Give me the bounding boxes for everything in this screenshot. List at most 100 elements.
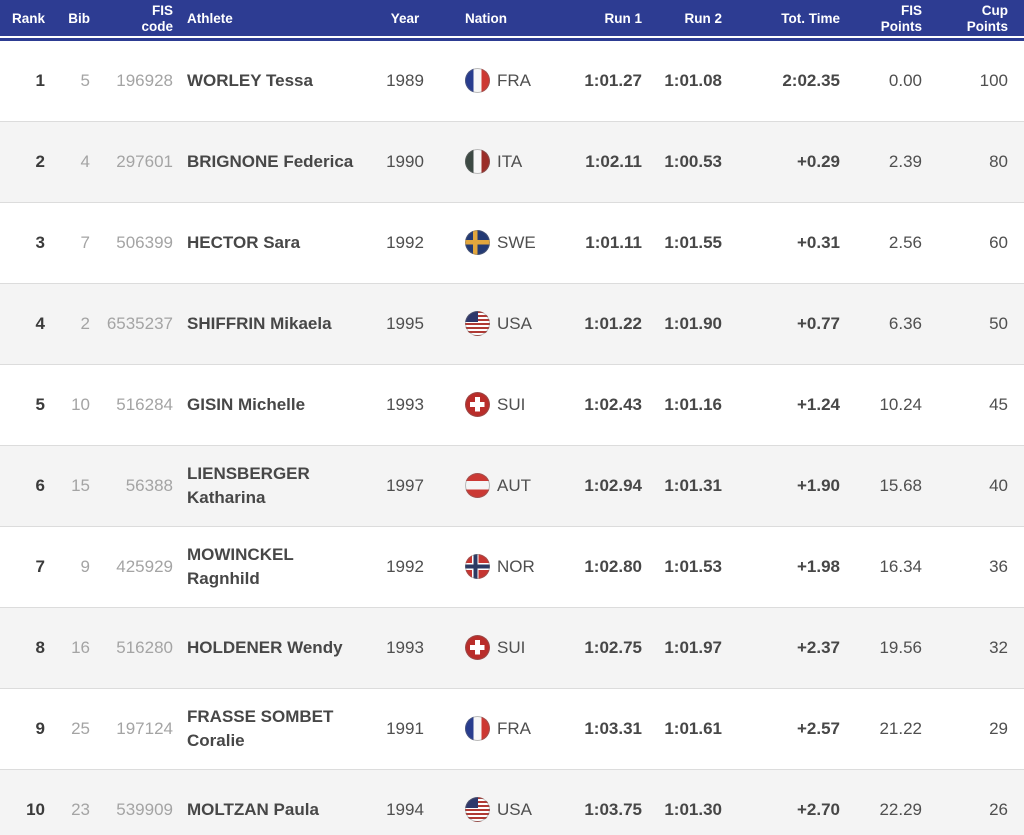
run2-time: 1:01.16 bbox=[648, 364, 728, 446]
rank-value: 8 bbox=[0, 607, 48, 689]
column-header-year: Year bbox=[378, 0, 432, 41]
nation-code: USA bbox=[497, 313, 532, 333]
rank-value: 5 bbox=[0, 364, 48, 446]
nation-cell: NOR bbox=[432, 526, 543, 608]
nation-cell: USA bbox=[432, 769, 543, 835]
fis-code-value: 56388 bbox=[92, 445, 178, 527]
rank-value: 6 bbox=[0, 445, 48, 527]
column-header-run1: Run 1 bbox=[543, 0, 648, 41]
athlete-name[interactable]: BRIGNONE Federica bbox=[178, 121, 378, 203]
table-row[interactable]: 3 7 506399 HECTOR Sara 1992 SWE 1:01.11 … bbox=[0, 202, 1024, 284]
run2-time: 1:01.08 bbox=[664, 71, 722, 90]
fis-points-value: 16.34 bbox=[848, 526, 930, 608]
table-row[interactable]: 2 4 297601 BRIGNONE Federica 1990 ITA 1:… bbox=[0, 121, 1024, 203]
cup-points-value: 26 bbox=[930, 769, 1024, 835]
nation-flag-icon bbox=[465, 634, 490, 660]
table-row[interactable]: 5 10 516284 GISIN Michelle 1993 SUI 1:02… bbox=[0, 364, 1024, 446]
nation-cell: SUI bbox=[432, 607, 543, 689]
athlete-name[interactable]: SHIFFRIN Mikaela bbox=[178, 283, 378, 365]
table-row[interactable]: 10 23 539909 MOLTZAN Paula 1994 USA 1:03… bbox=[0, 769, 1024, 835]
total-time: +1.90 bbox=[728, 445, 848, 527]
fis-code-value: 297601 bbox=[92, 121, 178, 203]
run2-time: 1:01.30 bbox=[648, 769, 728, 835]
nation-flag-icon bbox=[465, 391, 490, 417]
run2-time: 1:01.97 bbox=[648, 607, 728, 689]
bib-value: 10 bbox=[48, 364, 92, 446]
column-header-fis-code: FIS code bbox=[92, 0, 178, 41]
bib-value: 15 bbox=[48, 445, 92, 527]
fis-points-value: 15.68 bbox=[848, 445, 930, 527]
table-row[interactable]: 1 5 196928 WORLEY Tessa 1989 FRA 1:01.27… bbox=[0, 39, 1024, 122]
nation-code: FRA bbox=[497, 718, 531, 738]
fis-points-value: 19.56 bbox=[848, 607, 930, 689]
total-time: +0.31 bbox=[728, 202, 848, 284]
nation-cell: FRA bbox=[432, 688, 543, 770]
birth-year-value: 1992 bbox=[378, 526, 432, 608]
fis-code-value: 539909 bbox=[92, 769, 178, 835]
athlete-name[interactable]: LIENSBERGER Katharina bbox=[178, 445, 378, 527]
run1-time: 1:03.31 bbox=[543, 688, 648, 770]
fis-points-value: 22.29 bbox=[848, 769, 930, 835]
rank-value: 3 bbox=[0, 202, 48, 284]
fis-code-value: 6535237 bbox=[92, 283, 178, 365]
nation-cell: FRA bbox=[432, 40, 543, 122]
athlete-name[interactable]: MOWINCKEL Ragnhild bbox=[178, 526, 378, 608]
nation-flag-icon bbox=[465, 472, 490, 498]
run1-time: 1:02.75 bbox=[543, 607, 648, 689]
run1-time: 1:02.80 bbox=[543, 526, 648, 608]
table-row[interactable]: 9 25 197124 FRASSE SOMBET Coralie 1991 F… bbox=[0, 688, 1024, 770]
total-time: +0.77 bbox=[728, 283, 848, 365]
bib-value: 25 bbox=[48, 688, 92, 770]
cup-points-value: 32 bbox=[930, 607, 1024, 689]
nation-code: ITA bbox=[497, 151, 523, 171]
bib-value: 2 bbox=[48, 283, 92, 365]
birth-year-value: 1992 bbox=[378, 202, 432, 284]
table-row[interactable]: 8 16 516280 HOLDENER Wendy 1993 SUI 1:02… bbox=[0, 607, 1024, 689]
bib-value: 23 bbox=[48, 769, 92, 835]
table-row[interactable]: 6 15 56388 LIENSBERGER Katharina 1997 AU… bbox=[0, 445, 1024, 527]
fis-points-value: 6.36 bbox=[848, 283, 930, 365]
total-time: +2.57 bbox=[728, 688, 848, 770]
athlete-name[interactable]: WORLEY Tessa bbox=[187, 71, 313, 90]
column-header-athlete: Athlete bbox=[178, 0, 378, 41]
birth-year-value: 1995 bbox=[378, 283, 432, 365]
table-row[interactable]: 7 9 425929 MOWINCKEL Ragnhild 1992 NOR 1… bbox=[0, 526, 1024, 608]
nation-cell: SUI bbox=[432, 364, 543, 446]
rank-value: 9 bbox=[0, 688, 48, 770]
fis-code-value: 516284 bbox=[92, 364, 178, 446]
nation-cell: ITA bbox=[432, 121, 543, 203]
fis-points-value: 21.22 bbox=[848, 688, 930, 770]
run1-time: 1:01.11 bbox=[543, 202, 648, 284]
column-header-run2: Run 2 bbox=[648, 0, 728, 41]
bib-value: 9 bbox=[48, 526, 92, 608]
cup-points-value: 36 bbox=[930, 526, 1024, 608]
athlete-name[interactable]: HOLDENER Wendy bbox=[178, 607, 378, 689]
cup-points-value: 50 bbox=[930, 283, 1024, 365]
run2-time: 1:01.53 bbox=[648, 526, 728, 608]
run1-time: 1:02.11 bbox=[543, 121, 648, 203]
athlete-name[interactable]: FRASSE SOMBET Coralie bbox=[178, 688, 378, 770]
rank-value: 10 bbox=[0, 769, 48, 835]
birth-year-value: 1990 bbox=[378, 121, 432, 203]
cup-points-value: 100 bbox=[979, 71, 1008, 90]
bib-value: 5 bbox=[80, 71, 90, 90]
run1-time: 1:02.43 bbox=[543, 364, 648, 446]
fis-points-value: 10.24 bbox=[848, 364, 930, 446]
fis-points-value: 2.39 bbox=[848, 121, 930, 203]
table-header-row: Rank Bib FIS code Athlete Year Nation Ru… bbox=[0, 0, 1024, 41]
bib-value: 7 bbox=[48, 202, 92, 284]
fis-code-value: 425929 bbox=[92, 526, 178, 608]
nation-cell: USA bbox=[432, 283, 543, 365]
cup-points-value: 45 bbox=[930, 364, 1024, 446]
athlete-name[interactable]: GISIN Michelle bbox=[178, 364, 378, 446]
athlete-name[interactable]: MOLTZAN Paula bbox=[178, 769, 378, 835]
table-row[interactable]: 4 2 6535237 SHIFFRIN Mikaela 1995 USA 1:… bbox=[0, 283, 1024, 365]
birth-year-value: 1991 bbox=[378, 688, 432, 770]
nation-flag-icon bbox=[465, 553, 490, 579]
bib-value: 16 bbox=[48, 607, 92, 689]
fis-code-value: 506399 bbox=[92, 202, 178, 284]
athlete-name[interactable]: HECTOR Sara bbox=[178, 202, 378, 284]
birth-year-value: 1993 bbox=[378, 364, 432, 446]
